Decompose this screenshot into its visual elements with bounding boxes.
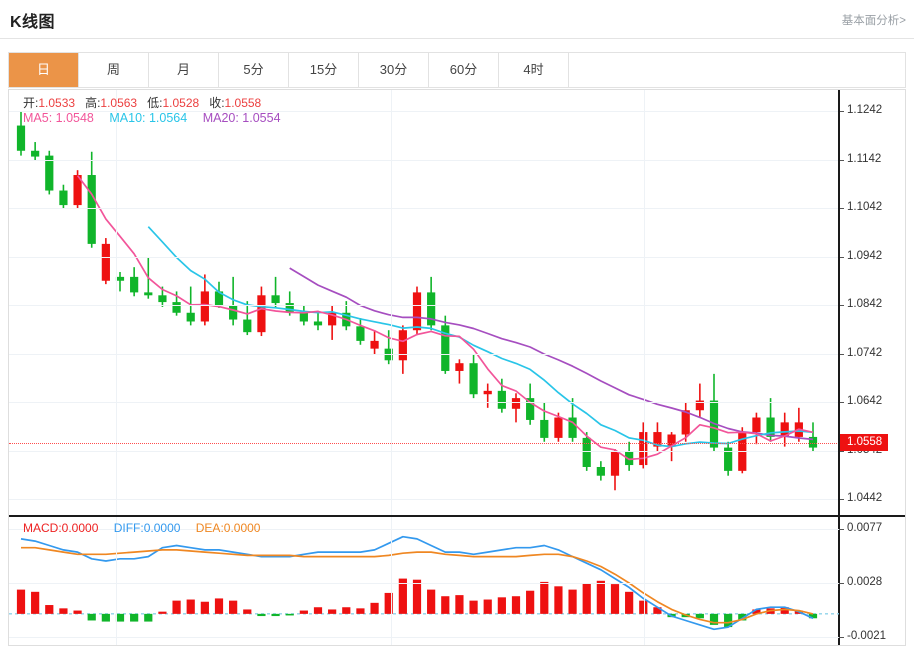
- gridline-v: [116, 517, 117, 645]
- macd-axis-label: -0.0021: [847, 630, 887, 642]
- gridline-v: [644, 90, 645, 515]
- gridline-h: [9, 450, 839, 452]
- moving-average-legend: MA5: 1.0548 MA10: 1.0564 MA20: 1.0554: [23, 111, 293, 125]
- close-label: 收:: [209, 96, 225, 110]
- price-axis-label: 1.0642: [847, 395, 883, 407]
- macd-axis-label: 0.0028: [847, 576, 883, 588]
- price-axis-label: 1.0942: [847, 249, 883, 262]
- axis-tick: [839, 583, 844, 584]
- header-divider: [0, 38, 914, 39]
- open-label: 开:: [23, 96, 39, 110]
- axis-tick: [839, 111, 844, 112]
- gridline-h: [9, 583, 839, 584]
- macd-plot[interactable]: MACD:0.0000 DIFF:0.0000 DEA:0.0000: [9, 517, 839, 645]
- price-axis-label: 1.0842: [847, 298, 883, 310]
- gridline-h: [9, 305, 839, 306]
- macd-canvas: [9, 535, 839, 631]
- gridline-h: [9, 111, 839, 112]
- macd-value: MACD:0.0000: [23, 521, 99, 535]
- tab-5[interactable]: 30分: [359, 53, 429, 87]
- tab-7[interactable]: 4时: [499, 53, 569, 87]
- low-value: 1.0528: [162, 96, 200, 110]
- axis-tick: [839, 353, 844, 355]
- timeframe-tabs: 日周月 5分 15分 30分 60分 4时: [8, 52, 906, 88]
- tab-1[interactable]: 周: [79, 53, 149, 87]
- tab-6[interactable]: 60分: [429, 53, 499, 87]
- gridline-h: [9, 637, 839, 638]
- price-axis-label: 1.1042: [847, 201, 883, 213]
- macd-axis-label: 0.0077: [847, 522, 883, 534]
- page-header: K线图 基本面分析>: [0, 0, 914, 39]
- gridline-v: [116, 90, 117, 515]
- gridline-h: [9, 402, 839, 403]
- diff-value: DIFF:0.0000: [113, 521, 181, 535]
- gridline-h: [9, 529, 839, 530]
- ma10-legend: MA10: 1.0564: [109, 111, 188, 125]
- axis-tick: [839, 159, 844, 161]
- panel-separator: [9, 515, 905, 517]
- current-price-tag: 1.0558: [839, 434, 889, 452]
- tab-3[interactable]: 5分: [219, 53, 289, 87]
- gridline-v: [644, 517, 645, 645]
- ohlc-readout: 开:1.0533 高:1.0563 低:1.0528 收:1.0558: [23, 94, 261, 111]
- macd-axis: 0.0077 0.0028 -0.0021: [839, 517, 905, 645]
- price-axis-label: 1.0742: [847, 346, 883, 359]
- high-value: 1.0563: [100, 96, 138, 110]
- candlestick-plot[interactable]: 开:1.0533 高:1.0563 低:1.0528 收:1.0558 MA5:…: [9, 90, 839, 515]
- tab-0[interactable]: 日: [9, 53, 79, 87]
- close-value: 1.0558: [224, 96, 262, 110]
- high-label: 高:: [85, 96, 101, 110]
- dea-value: DEA:0.0000: [195, 521, 261, 535]
- axis-tick: [839, 305, 844, 306]
- gridline-v: [391, 90, 392, 515]
- open-value: 1.0533: [38, 96, 76, 110]
- axis-tick: [839, 529, 844, 530]
- current-price-line: [9, 442, 839, 444]
- gridline-h: [9, 256, 839, 258]
- low-label: 低:: [147, 96, 163, 110]
- price-axis-label: 1.1142: [847, 152, 882, 165]
- axis-vertical-line: [838, 90, 840, 645]
- axis-tick: [839, 499, 844, 500]
- gridline-v: [391, 517, 392, 645]
- gridline-h: [9, 353, 839, 355]
- gridline-h: [9, 159, 839, 161]
- axis-tick: [839, 208, 844, 209]
- gridline-h: [9, 208, 839, 209]
- axis-tick: [839, 637, 844, 638]
- gridline-h: [9, 499, 839, 500]
- page-title: K线图: [10, 14, 56, 31]
- fundamental-analysis-link[interactable]: 基本面分析>: [841, 15, 906, 27]
- axis-tick: [839, 402, 844, 403]
- ma20-legend: MA20: 1.0554: [202, 111, 281, 125]
- price-axis-label: 1.0442: [847, 492, 883, 504]
- price-axis-label: 1.1242: [847, 104, 883, 116]
- axis-tick: [839, 256, 844, 258]
- tab-2[interactable]: 月: [149, 53, 219, 87]
- chart-frame: 开:1.0533 高:1.0563 低:1.0528 收:1.0558 MA5:…: [8, 89, 906, 646]
- tab-filler: [569, 53, 905, 87]
- tab-4[interactable]: 15分: [289, 53, 359, 87]
- candlestick-canvas: [16, 111, 818, 491]
- price-axis: 1.1242 1.1142 1.1042 1.0942 1.0842 1.0742 1.06…: [839, 90, 905, 515]
- macd-readout: MACD:0.0000 DIFF:0.0000 DEA:0.0000: [23, 521, 272, 535]
- ma5-legend: MA5: 1.0548: [23, 111, 94, 125]
